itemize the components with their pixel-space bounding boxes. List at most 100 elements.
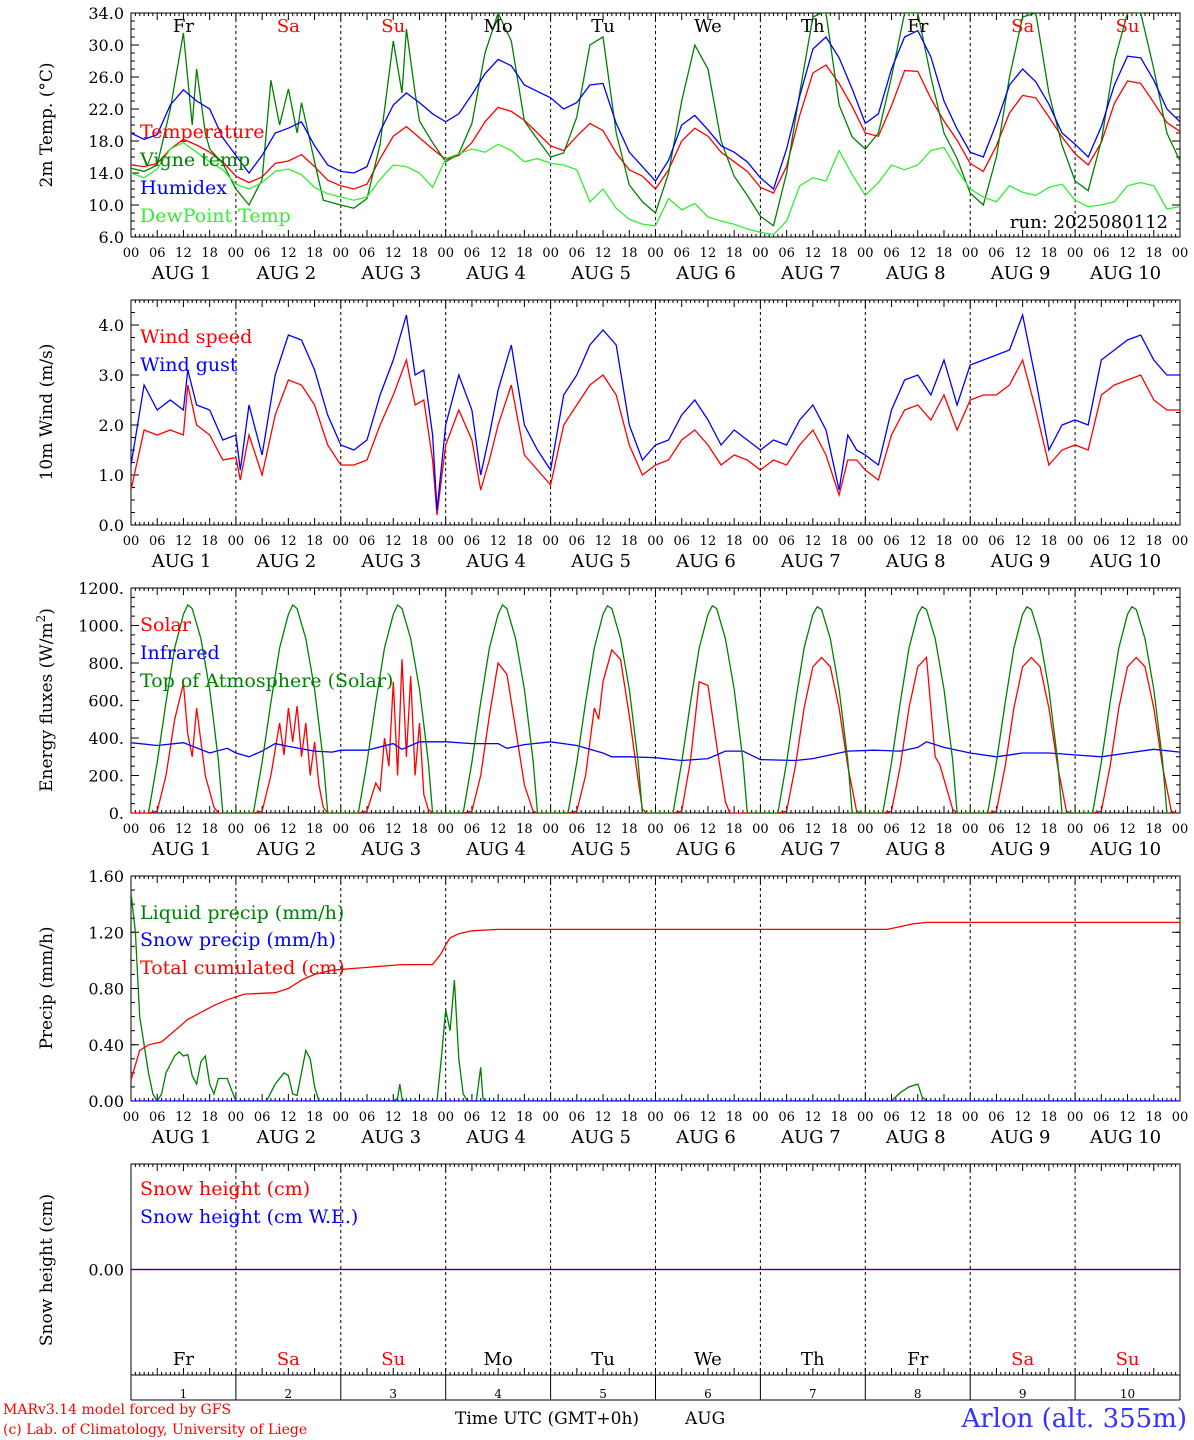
x-hour-label: 12	[909, 246, 926, 261]
x-hour-label: 18	[726, 822, 743, 837]
x-hour-label: 12	[1014, 246, 1031, 261]
x-hour-label: 00	[962, 1110, 979, 1125]
x-date-label: AUG 5	[570, 1127, 631, 1148]
x-date-label: AUG 6	[675, 263, 736, 284]
panel-precip: 0.00 0.40 0.80 1.20 1.60 Precip (mm/h) Liquid …	[37, 867, 1188, 1148]
series-line-humidex	[131, 29, 1180, 191]
y-tick-label: 200.	[88, 767, 124, 786]
series-line-top-of-atmosphere-solar	[147, 603, 1168, 813]
day-number-label: 8	[914, 1387, 922, 1401]
weekday-label: Th	[801, 16, 825, 37]
day-number-label: 9	[1019, 1387, 1027, 1401]
legend-entry: Snow precip (mm/h)	[140, 929, 336, 951]
x-hour-label: 12	[700, 1110, 717, 1125]
x-hour-label: 06	[359, 534, 376, 549]
x-hour-label: 00	[647, 534, 664, 549]
y-tick-label: 800.	[88, 654, 124, 673]
y-tick-label: 1.20	[88, 923, 124, 942]
x-hour-label: 12	[490, 534, 507, 549]
x-hour-label: 00	[752, 534, 769, 549]
x-hour-label: 12	[175, 534, 192, 549]
x-date-label: AUG 5	[570, 551, 631, 572]
x-date-label: AUG 4	[465, 551, 526, 572]
x-date-label: AUG 4	[465, 839, 526, 860]
x-hour-label: 00	[1172, 246, 1189, 261]
x-hour-label: 00	[228, 534, 245, 549]
x-date-label: AUG 2	[255, 263, 316, 284]
legend-entry: Total cumulated (cm)	[140, 957, 345, 979]
x-hour-label: 12	[700, 246, 717, 261]
x-hour-label: 06	[149, 534, 166, 549]
x-hour-label: 00	[1172, 822, 1189, 837]
x-hour-label: 18	[411, 534, 428, 549]
x-hour-label: 00	[857, 534, 874, 549]
x-date-label: AUG 1	[151, 551, 212, 572]
weekday-label: Mo	[484, 1349, 513, 1370]
x-hour-label: 18	[306, 534, 323, 549]
y-tick-label: 4.0	[99, 316, 124, 335]
x-date-label: AUG 9	[990, 263, 1051, 284]
model-credit: MARv3.14 model forced by GFS	[3, 1402, 231, 1418]
x-hour-label: 18	[621, 822, 638, 837]
x-hour-label: 06	[254, 1110, 271, 1125]
x-date-label: AUG 10	[1089, 263, 1161, 284]
x-hour-label: 00	[1067, 822, 1084, 837]
x-hour-label: 12	[1014, 534, 1031, 549]
x-hour-label: 00	[228, 246, 245, 261]
x-date-label: AUG 10	[1089, 1127, 1161, 1148]
weekday-label: Fr	[173, 1349, 194, 1370]
x-hour-label: 06	[1093, 1110, 1110, 1125]
weekday-label: We	[694, 1349, 722, 1370]
x-hour-label: 06	[149, 246, 166, 261]
station-title: Arlon (alt. 355m)	[960, 1404, 1187, 1434]
x-hour-label: 18	[201, 822, 218, 837]
series-line-vigne-temp	[131, 13, 1180, 227]
x-hour-label: 12	[1014, 822, 1031, 837]
x-date-label: AUG 10	[1089, 839, 1161, 860]
x-date-label: AUG 6	[675, 551, 736, 572]
x-date-label: AUG 9	[990, 551, 1051, 572]
x-hour-label: 06	[359, 1110, 376, 1125]
weekday-label: Mo	[484, 16, 513, 37]
x-date-label: AUG 8	[885, 839, 946, 860]
x-date-label: AUG 1	[151, 1127, 212, 1148]
x-hour-label: 12	[280, 822, 297, 837]
x-hour-label: 12	[490, 822, 507, 837]
x-hour-label: 12	[595, 1110, 612, 1125]
x-hour-label: 00	[1172, 534, 1189, 549]
x-date-label: AUG 3	[360, 551, 421, 572]
day-number-label: 3	[389, 1387, 397, 1401]
x-hour-label: 06	[673, 1110, 690, 1125]
x-hour-label: 06	[464, 534, 481, 549]
x-hour-label: 12	[805, 534, 822, 549]
x-hour-label: 18	[831, 246, 848, 261]
x-hour-label: 06	[883, 246, 900, 261]
x-date-label: AUG 9	[990, 1127, 1051, 1148]
panel-wind: 0.0 1.0 2.0 3.0 4.0 10m Wind (m/s) Wind speed W…	[37, 299, 1189, 572]
x-hour-label: 00	[437, 822, 454, 837]
legend-entry: Snow height (cm W.E.)	[140, 1206, 358, 1228]
x-hour-label: 12	[385, 534, 402, 549]
x-hour-label: 00	[333, 1110, 350, 1125]
weekday-label: Sa	[1011, 1349, 1034, 1370]
x-hour-label: 06	[1093, 822, 1110, 837]
x-hour-label: 06	[1093, 534, 1110, 549]
x-hour-label: 18	[1146, 1110, 1163, 1125]
weekday-label: Su	[381, 1349, 405, 1370]
x-hour-label: 18	[936, 246, 953, 261]
x-hour-label: 06	[673, 246, 690, 261]
y-tick-label: 2.0	[99, 416, 124, 435]
x-hour-label: 00	[123, 822, 140, 837]
x-hour-label: 00	[647, 822, 664, 837]
x-hour-label: 12	[385, 246, 402, 261]
x-hour-label: 00	[1067, 1110, 1084, 1125]
y-tick-label: 0.	[109, 804, 124, 823]
legend-entry: Infrared	[140, 642, 220, 664]
x-date-label: AUG 8	[885, 551, 946, 572]
x-hour-label: 00	[752, 246, 769, 261]
x-hour-label: 06	[569, 246, 586, 261]
x-hour-label: 12	[490, 1110, 507, 1125]
x-hour-label: 06	[254, 246, 271, 261]
x-hour-label: 18	[1146, 534, 1163, 549]
